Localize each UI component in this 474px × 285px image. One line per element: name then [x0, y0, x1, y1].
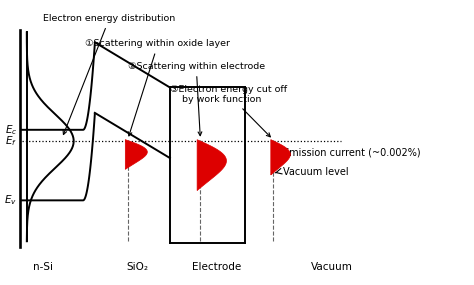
Text: Vacuum level: Vacuum level	[283, 167, 348, 177]
Text: Vacuum: Vacuum	[311, 262, 353, 272]
Text: ③Electron energy cut off
    by work function: ③Electron energy cut off by work functio…	[170, 85, 287, 137]
Polygon shape	[197, 140, 227, 190]
Text: $E_f$: $E_f$	[5, 134, 18, 148]
Text: Emission current (~0.002%): Emission current (~0.002%)	[283, 147, 420, 157]
Text: SiO₂: SiO₂	[126, 262, 148, 272]
Polygon shape	[271, 140, 291, 175]
Text: ①Scattering within oxide layer: ①Scattering within oxide layer	[85, 40, 230, 136]
Text: ②Scattering within electrode: ②Scattering within electrode	[128, 62, 265, 136]
Text: Electron energy distribution: Electron energy distribution	[43, 14, 175, 135]
Text: Electrode: Electrode	[192, 262, 241, 272]
Text: $E_v$: $E_v$	[4, 194, 18, 207]
Polygon shape	[125, 140, 147, 169]
Text: n-Si: n-Si	[33, 262, 53, 272]
Text: $E_c$: $E_c$	[5, 123, 18, 137]
